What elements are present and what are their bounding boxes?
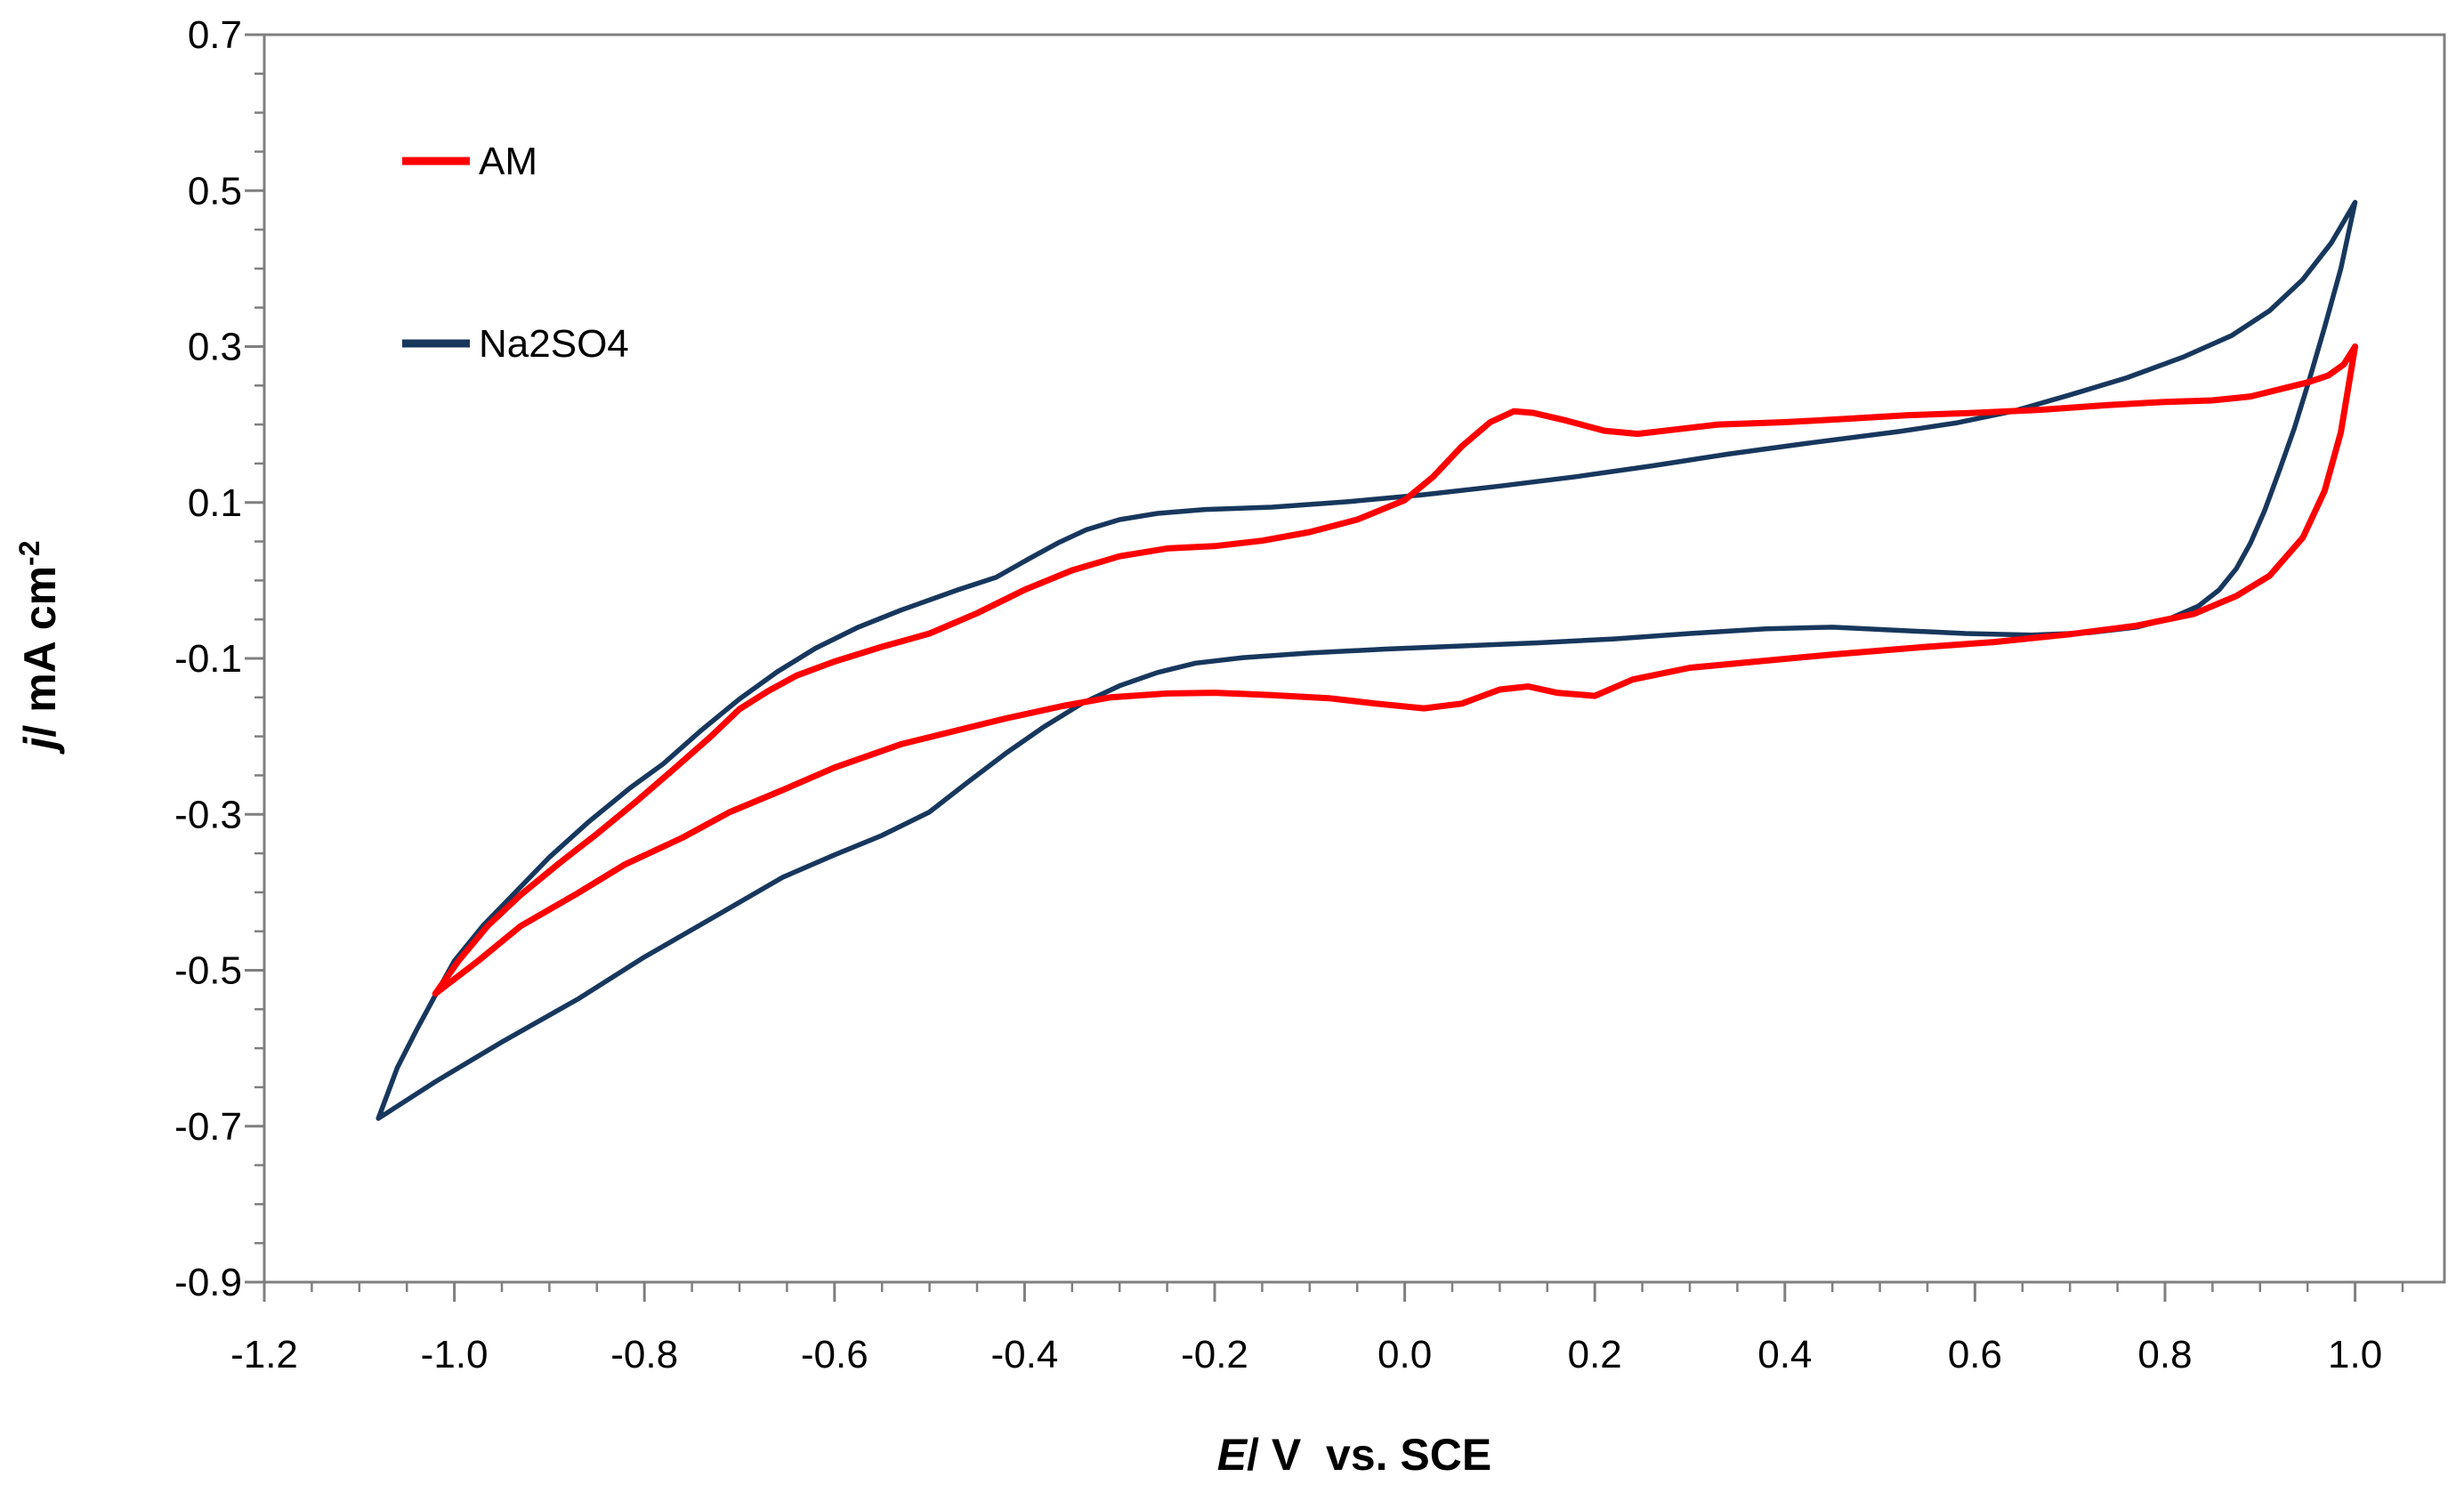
y-tick-label: 0.7 bbox=[188, 13, 242, 57]
x-tick-label: 0.6 bbox=[1948, 1333, 2002, 1376]
x-tick-label: 1.0 bbox=[2328, 1333, 2382, 1376]
x-tick-label: -1.2 bbox=[230, 1333, 298, 1376]
y-axis-title: j/ mA cm-2 bbox=[13, 540, 65, 755]
y-tick-label: -0.3 bbox=[174, 793, 242, 836]
y-tick-label: 0.3 bbox=[188, 326, 242, 369]
x-tick-label: -1.0 bbox=[421, 1333, 489, 1376]
x-axis-title: E/ V vs. SCE bbox=[1217, 1430, 1491, 1480]
y-tick-label: -0.7 bbox=[174, 1105, 242, 1149]
y-tick-label: 0.1 bbox=[188, 481, 242, 525]
series-AM-curve bbox=[432, 343, 2359, 997]
y-tick-label: 0.5 bbox=[188, 169, 242, 213]
x-tick-label: 0.2 bbox=[1568, 1333, 1622, 1376]
series-Na2SO4-curve bbox=[376, 199, 2358, 1121]
legend-label-na2so4: Na2SO4 bbox=[479, 322, 629, 366]
y-tick-label: -0.1 bbox=[174, 637, 242, 681]
y-tick-label: -0.9 bbox=[174, 1261, 242, 1304]
chart-generated: -1.2 -1.0 -0.8 -0.6 -0.4 -0.2 0.0 0.2 0.4 0.6 0.8 1… bbox=[174, 13, 2404, 1376]
x-tick-label: -0.4 bbox=[990, 1333, 1058, 1376]
y-tick-label: -0.5 bbox=[174, 949, 242, 993]
x-tick-label: 0.8 bbox=[2137, 1333, 2192, 1376]
x-tick-label: 0.4 bbox=[1757, 1333, 1812, 1376]
x-tick-label: 0.0 bbox=[1377, 1333, 1432, 1376]
plot-frame bbox=[263, 33, 2446, 1284]
x-tick-label: -0.6 bbox=[801, 1333, 868, 1376]
legend-label-am: AM bbox=[479, 140, 537, 183]
x-tick-label: -0.8 bbox=[610, 1333, 678, 1376]
x-tick-label: -0.2 bbox=[1181, 1333, 1248, 1376]
legend: AM Na2SO4 bbox=[402, 140, 629, 366]
